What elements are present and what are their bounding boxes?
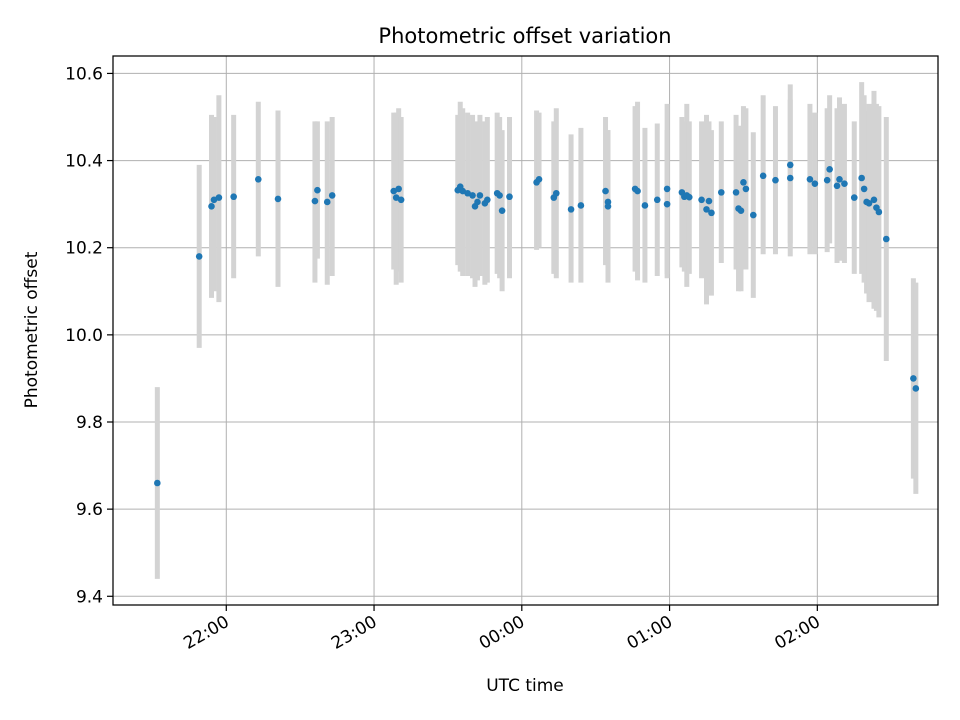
- data-point: [811, 180, 819, 187]
- data-point: [395, 185, 402, 193]
- x-axis-label: UTC time: [486, 676, 564, 696]
- data-point: [742, 185, 750, 193]
- data-point: [717, 189, 725, 196]
- data-point: [806, 176, 814, 183]
- data-point: [653, 196, 661, 204]
- y-tick-label: 10.2: [65, 239, 103, 259]
- data-point: [392, 194, 400, 201]
- data-point: [498, 207, 506, 214]
- grid-lines: [113, 56, 938, 605]
- data-point: [850, 194, 858, 201]
- data-point: [912, 385, 920, 392]
- data-point: [506, 193, 513, 201]
- data-point: [663, 200, 671, 208]
- data-point: [604, 203, 612, 210]
- data-point: [311, 197, 319, 205]
- data-point: [860, 185, 868, 193]
- data-point: [476, 192, 484, 199]
- y-tick-label: 10.4: [65, 152, 103, 172]
- y-tick-label: 10.0: [65, 326, 103, 346]
- data-points: [154, 161, 920, 487]
- data-point: [195, 253, 203, 260]
- data-point: [708, 209, 715, 217]
- data-point: [841, 180, 848, 187]
- data-point: [254, 176, 262, 183]
- data-point: [215, 194, 223, 201]
- data-point: [469, 192, 476, 199]
- data-point: [685, 193, 693, 201]
- data-point: [567, 206, 575, 213]
- data-point: [882, 235, 890, 243]
- chart-title: Photometric offset variation: [378, 24, 671, 48]
- data-point: [663, 185, 671, 193]
- plot-frame: [112, 55, 939, 606]
- data-point: [552, 189, 560, 197]
- data-point: [154, 479, 161, 487]
- data-point: [875, 208, 883, 216]
- data-point: [210, 196, 218, 204]
- data-point: [323, 198, 331, 206]
- data-point: [328, 192, 336, 199]
- data-point: [602, 187, 609, 195]
- data-point: [823, 176, 831, 184]
- data-point: [390, 187, 398, 195]
- y-axis-label: Photometric offset: [22, 251, 42, 408]
- y-tick-label: 9.8: [76, 413, 103, 433]
- data-point: [703, 206, 710, 213]
- data-point: [496, 192, 503, 199]
- data-point: [698, 196, 705, 204]
- data-point: [705, 197, 713, 205]
- data-point: [230, 193, 237, 201]
- data-point: [759, 172, 767, 180]
- y-axis-ticks: 9.4 9.6 9.8 10.0 10.2 10.4 10.6: [65, 64, 113, 607]
- y-tick-label: 9.4: [76, 587, 103, 607]
- data-point: [535, 176, 543, 183]
- data-point: [749, 211, 757, 219]
- data-point: [732, 189, 740, 196]
- y-tick-label: 9.6: [76, 500, 103, 520]
- data-point: [314, 186, 321, 194]
- data-point: [786, 174, 794, 182]
- data-point: [772, 176, 779, 184]
- data-point: [634, 187, 641, 195]
- data-point: [208, 203, 215, 210]
- data-point: [464, 189, 471, 197]
- data-point: [826, 165, 833, 173]
- data-point: [865, 199, 873, 207]
- data-point: [474, 198, 481, 206]
- data-point: [836, 176, 843, 183]
- data-point: [858, 174, 865, 182]
- data-point: [397, 196, 405, 204]
- data-point: [577, 202, 585, 209]
- data-point: [459, 187, 467, 195]
- data-point: [740, 179, 747, 186]
- data-point: [641, 202, 649, 209]
- y-tick-label: 10.6: [65, 64, 103, 84]
- data-point: [870, 196, 878, 204]
- data-point: [786, 161, 794, 169]
- data-point: [910, 375, 917, 382]
- data-point: [274, 195, 282, 203]
- data-point: [833, 182, 841, 190]
- data-point: [484, 196, 491, 204]
- data-point: [737, 207, 745, 214]
